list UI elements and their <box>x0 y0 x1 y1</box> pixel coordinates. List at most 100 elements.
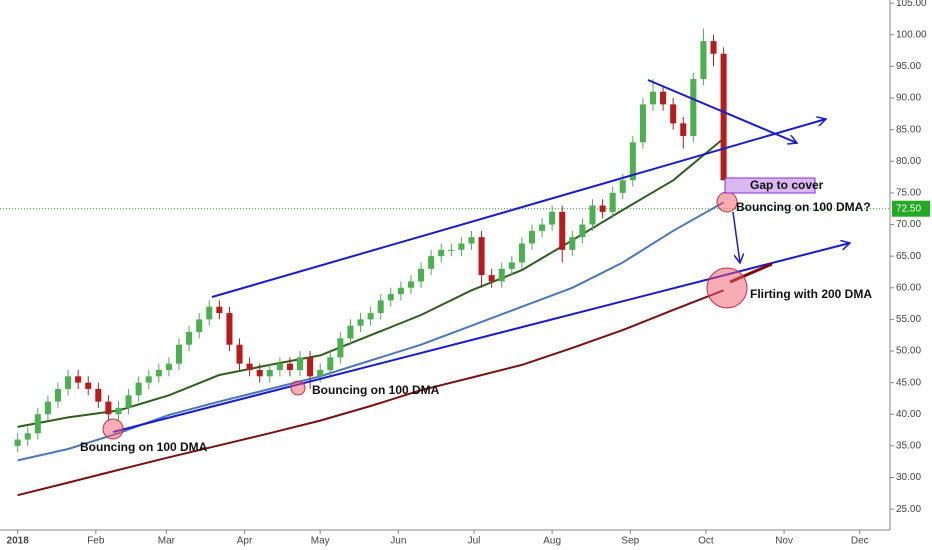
annotation: Bouncing on 100 DMA? <box>736 200 871 214</box>
candle-body <box>448 249 455 251</box>
candle-body <box>135 382 142 396</box>
candle-body <box>367 313 374 320</box>
candle-body <box>286 363 293 370</box>
y-tick-label: 105.00 <box>896 0 927 9</box>
x-tick-label: Apr <box>237 536 253 547</box>
y-tick-label: 75.00 <box>896 188 921 199</box>
candle-body <box>670 104 677 124</box>
candle-body <box>297 357 304 370</box>
candle-body <box>518 243 525 263</box>
moving-average-line <box>17 289 724 497</box>
y-tick-label: 50.00 <box>896 346 921 357</box>
candle-body <box>458 243 465 250</box>
x-tick-label: Nov <box>775 536 793 547</box>
candle-body <box>649 91 657 105</box>
y-tick-label: 30.00 <box>896 472 921 483</box>
candle-body <box>478 237 485 276</box>
candle-body <box>317 369 324 377</box>
gap-box <box>724 177 816 194</box>
candle-body <box>690 79 697 136</box>
x-tick-label: Dec <box>851 536 869 547</box>
candle-body <box>115 407 122 415</box>
candle-body <box>216 306 223 314</box>
highlight-circle <box>290 380 306 396</box>
candle-body <box>65 376 72 389</box>
candle-body <box>397 287 404 295</box>
candle-body <box>428 256 435 269</box>
candle-body <box>528 230 536 244</box>
trend-line <box>211 119 826 298</box>
annotation: Bouncing on 100 DMA <box>312 383 440 397</box>
candle-body <box>569 237 576 250</box>
x-tick-label: Jun <box>390 536 406 547</box>
last-price-label: 72.50 <box>896 203 921 214</box>
candle-body <box>599 205 606 212</box>
candle-body <box>639 104 646 143</box>
x-tick-label: Sep <box>621 536 639 547</box>
candle-body <box>559 211 566 250</box>
candle-body <box>24 433 31 440</box>
candle-body <box>327 357 334 370</box>
y-tick-label: 40.00 <box>896 409 921 420</box>
y-tick-label: 100.00 <box>896 29 927 40</box>
candle-body <box>266 369 273 377</box>
candle-body <box>539 224 546 231</box>
candle-body <box>508 262 515 269</box>
last-price-box <box>892 200 930 217</box>
y-tick-label: 45.00 <box>896 377 921 388</box>
y-tick-label: 90.00 <box>896 93 921 104</box>
candle-body <box>206 306 213 320</box>
candle-body <box>579 224 586 238</box>
candle-body <box>196 319 203 333</box>
candle-body <box>54 388 62 402</box>
candle-body <box>438 249 445 257</box>
candle-body <box>720 53 727 181</box>
candle-body <box>468 237 475 244</box>
y-tick-label: 80.00 <box>896 156 921 167</box>
highlight-circle <box>706 267 748 309</box>
x-tick-label: 2018 <box>7 536 30 547</box>
candle-body <box>680 123 687 136</box>
candle-body <box>165 363 172 370</box>
candle-body <box>44 401 51 415</box>
x-tick-label: Mar <box>158 536 176 547</box>
candle-body <box>226 313 233 345</box>
candle-body <box>549 211 556 225</box>
annotation: Flirting with 200 DMA <box>750 287 872 301</box>
annotation: Bouncing on 100 DMA <box>80 440 208 454</box>
candle-body <box>14 439 21 446</box>
annotation: Gap to cover <box>750 178 824 192</box>
candle-body <box>589 205 596 225</box>
highlight-circle <box>716 191 738 213</box>
candle-body <box>175 344 183 364</box>
y-tick-label: 60.00 <box>896 282 921 293</box>
candle-body <box>75 376 82 383</box>
y-tick-label: 35.00 <box>896 441 921 452</box>
candle-body <box>619 180 626 193</box>
candle-body <box>307 357 314 377</box>
candle-body <box>186 332 193 345</box>
candle-body <box>418 268 425 282</box>
arrow <box>732 211 740 263</box>
candle-body <box>498 268 505 282</box>
candle-body <box>95 388 102 402</box>
annotations: Bouncing on 100 DMA Bouncing on 100 DMA … <box>80 79 872 454</box>
candle-body <box>155 369 162 377</box>
candle-body <box>125 395 132 408</box>
candle-body <box>710 41 717 54</box>
candle-body <box>145 376 152 383</box>
candle-body <box>256 369 263 377</box>
x-tick-label: Oct <box>698 536 714 547</box>
x-tick-label: Jul <box>468 536 481 547</box>
y-tick-label: 25.00 <box>896 504 921 515</box>
candle-body <box>700 41 707 80</box>
highlight-circle <box>102 418 124 440</box>
candle-body <box>347 325 354 339</box>
candle-body <box>236 344 243 364</box>
candle-body <box>377 300 384 314</box>
moving-average-line <box>17 137 725 428</box>
x-tick-label: May <box>311 536 330 547</box>
x-tick-label: Aug <box>543 536 561 547</box>
